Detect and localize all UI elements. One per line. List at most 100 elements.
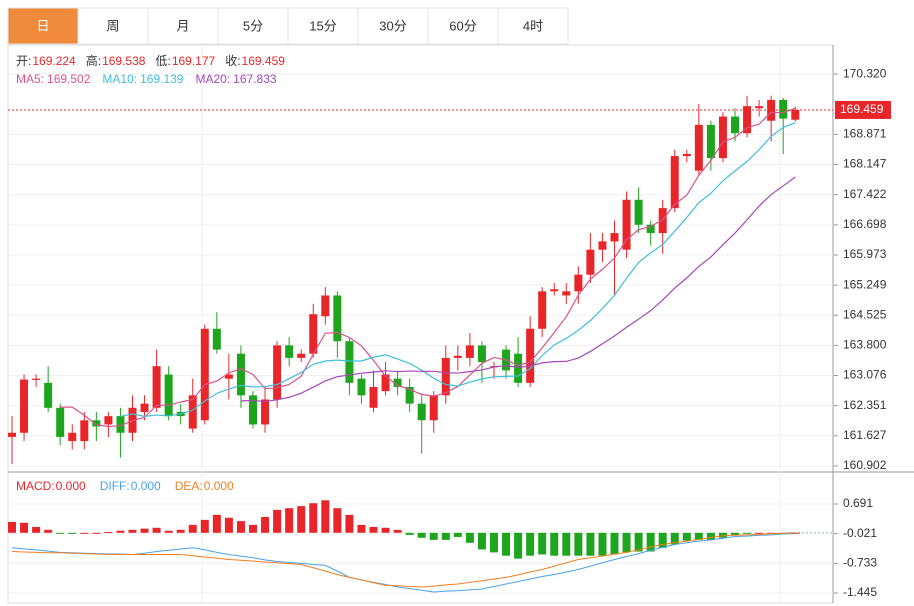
macd-bar bbox=[694, 532, 703, 540]
candle-body bbox=[779, 99, 788, 119]
macd-bar bbox=[682, 532, 691, 541]
macd-bar bbox=[755, 532, 764, 534]
candle-body bbox=[477, 345, 486, 363]
ohlc-name: 收: bbox=[225, 54, 240, 68]
macd-bar bbox=[176, 529, 185, 533]
ma-line bbox=[120, 122, 796, 418]
diff-line bbox=[11, 533, 796, 593]
macd-bar bbox=[212, 514, 221, 533]
ohlc-name: 开: bbox=[16, 54, 31, 68]
candle-body bbox=[224, 374, 233, 379]
macd-bar bbox=[56, 532, 65, 534]
candle-body bbox=[465, 345, 474, 358]
macd-bar bbox=[598, 532, 607, 556]
macd-bar bbox=[92, 532, 101, 534]
y-tick-label: 170.320 bbox=[843, 66, 887, 80]
y-tick-label: 160.902 bbox=[843, 458, 887, 472]
macd-bar bbox=[562, 532, 571, 556]
candle-body bbox=[598, 241, 607, 250]
macd-bar bbox=[670, 532, 679, 545]
y-tick-label: 162.351 bbox=[843, 398, 887, 412]
ohlc-name: 低: bbox=[155, 54, 170, 68]
candle-body bbox=[333, 295, 342, 342]
y-tick-label: 165.249 bbox=[843, 277, 887, 291]
candle-body bbox=[261, 399, 270, 425]
macd-bar bbox=[743, 532, 752, 534]
candle-body bbox=[116, 416, 125, 433]
candle-body bbox=[767, 99, 776, 121]
macd-value: 0.000 bbox=[131, 479, 161, 493]
candle-body bbox=[321, 295, 330, 317]
y-tick-label: 164.525 bbox=[843, 307, 887, 321]
candle-body bbox=[44, 382, 53, 408]
tab-label[interactable]: 日 bbox=[36, 18, 49, 33]
macd-bar bbox=[309, 503, 318, 533]
macd-bar bbox=[357, 524, 366, 533]
candle-body bbox=[755, 106, 764, 109]
candle-body bbox=[706, 124, 715, 159]
dea-line bbox=[11, 532, 796, 588]
tab-label[interactable]: 5分 bbox=[243, 18, 263, 33]
macd-bar bbox=[345, 514, 354, 533]
macd-bar bbox=[610, 532, 619, 555]
macd-bar bbox=[44, 529, 53, 533]
ma-name: MA5: bbox=[16, 72, 44, 86]
candle-body bbox=[140, 403, 149, 412]
macd-bar bbox=[393, 529, 402, 533]
tab[interactable] bbox=[497, 7, 569, 45]
macd-bar bbox=[441, 532, 450, 540]
candle-body bbox=[791, 109, 800, 120]
macd-bar bbox=[429, 532, 438, 540]
macd-bar bbox=[381, 527, 390, 533]
macd-bar bbox=[731, 532, 739, 535]
candle-body bbox=[32, 378, 41, 380]
macd-bar bbox=[526, 532, 535, 556]
macd-bar bbox=[128, 529, 137, 533]
macd-bar bbox=[453, 532, 462, 537]
macd-bar bbox=[538, 532, 547, 555]
candle-body bbox=[646, 224, 655, 234]
ohlc-value: 169.177 bbox=[172, 54, 216, 68]
ma-value: 169.502 bbox=[47, 72, 91, 86]
tab[interactable] bbox=[7, 7, 79, 45]
macd-bar bbox=[249, 524, 257, 533]
y-tick-label: 168.147 bbox=[843, 157, 887, 171]
candle-body bbox=[152, 366, 161, 408]
macd-bar bbox=[273, 509, 282, 533]
y-tick-label: -0.733 bbox=[843, 556, 877, 570]
tab[interactable] bbox=[77, 7, 149, 45]
macd-bar bbox=[502, 532, 511, 556]
candle-body bbox=[68, 432, 77, 442]
macd-bar bbox=[80, 532, 89, 534]
y-tick-label: 161.627 bbox=[843, 428, 887, 442]
candle-body bbox=[273, 345, 282, 400]
ohlc-value: 169.538 bbox=[102, 54, 146, 68]
macd-bar bbox=[477, 532, 486, 550]
tab-label[interactable]: 60分 bbox=[449, 18, 476, 33]
macd-bar bbox=[224, 517, 233, 533]
tab[interactable] bbox=[287, 7, 359, 45]
macd-name: DEA: bbox=[175, 479, 203, 493]
macd-bar bbox=[646, 532, 655, 552]
tab-label[interactable]: 30分 bbox=[379, 18, 406, 33]
ohlc-name: 高: bbox=[86, 53, 101, 68]
tab-label[interactable]: 4时 bbox=[523, 18, 543, 33]
candle-body bbox=[718, 116, 727, 159]
macd-bar bbox=[285, 508, 294, 533]
candle-body bbox=[562, 291, 571, 296]
y-tick-label: 163.800 bbox=[843, 338, 887, 352]
macd-bar bbox=[465, 532, 474, 543]
ma-name: MA10: bbox=[102, 72, 137, 86]
candle-body bbox=[345, 341, 354, 383]
tab-label[interactable]: 15分 bbox=[309, 18, 336, 33]
candle-body bbox=[92, 420, 101, 427]
tab-label[interactable]: 月 bbox=[176, 18, 189, 33]
ma-value: 169.139 bbox=[140, 72, 184, 86]
macd-bar bbox=[622, 532, 631, 553]
y-tick-label: 168.871 bbox=[843, 127, 887, 141]
candle-body bbox=[164, 374, 173, 417]
macd-bar bbox=[514, 532, 523, 559]
macd-bar bbox=[634, 532, 643, 552]
tab-label[interactable]: 周 bbox=[106, 18, 119, 33]
